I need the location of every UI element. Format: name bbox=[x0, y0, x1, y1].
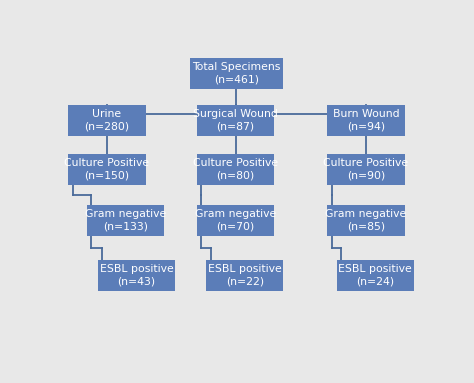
Text: ESBL positive
(n=22): ESBL positive (n=22) bbox=[208, 264, 282, 286]
FancyBboxPatch shape bbox=[197, 205, 274, 236]
Text: Burn Wound
(n=94): Burn Wound (n=94) bbox=[333, 109, 399, 132]
FancyBboxPatch shape bbox=[206, 260, 283, 291]
Text: Gram negative
(n=133): Gram negative (n=133) bbox=[85, 210, 166, 232]
FancyBboxPatch shape bbox=[328, 105, 405, 136]
Text: Surgical Wound
(n=87): Surgical Wound (n=87) bbox=[193, 109, 278, 132]
Text: Urine
(n=280): Urine (n=280) bbox=[84, 109, 129, 132]
FancyBboxPatch shape bbox=[68, 154, 146, 185]
Text: ESBL positive
(n=43): ESBL positive (n=43) bbox=[100, 264, 173, 286]
FancyBboxPatch shape bbox=[197, 154, 274, 185]
FancyBboxPatch shape bbox=[337, 260, 414, 291]
Text: Total Specimens
(n=461): Total Specimens (n=461) bbox=[192, 62, 281, 84]
Text: Culture Positive
(n=80): Culture Positive (n=80) bbox=[193, 158, 278, 180]
Text: Culture Positive
(n=150): Culture Positive (n=150) bbox=[64, 158, 150, 180]
FancyBboxPatch shape bbox=[328, 205, 405, 236]
Text: Gram negative
(n=85): Gram negative (n=85) bbox=[325, 210, 407, 232]
Text: Gram negative
(n=70): Gram negative (n=70) bbox=[195, 210, 276, 232]
Text: ESBL positive
(n=24): ESBL positive (n=24) bbox=[338, 264, 412, 286]
FancyBboxPatch shape bbox=[68, 105, 146, 136]
FancyBboxPatch shape bbox=[197, 105, 274, 136]
FancyBboxPatch shape bbox=[98, 260, 175, 291]
Text: Culture Positive
(n=90): Culture Positive (n=90) bbox=[323, 158, 409, 180]
FancyBboxPatch shape bbox=[328, 154, 405, 185]
FancyBboxPatch shape bbox=[190, 58, 283, 89]
FancyBboxPatch shape bbox=[87, 205, 164, 236]
